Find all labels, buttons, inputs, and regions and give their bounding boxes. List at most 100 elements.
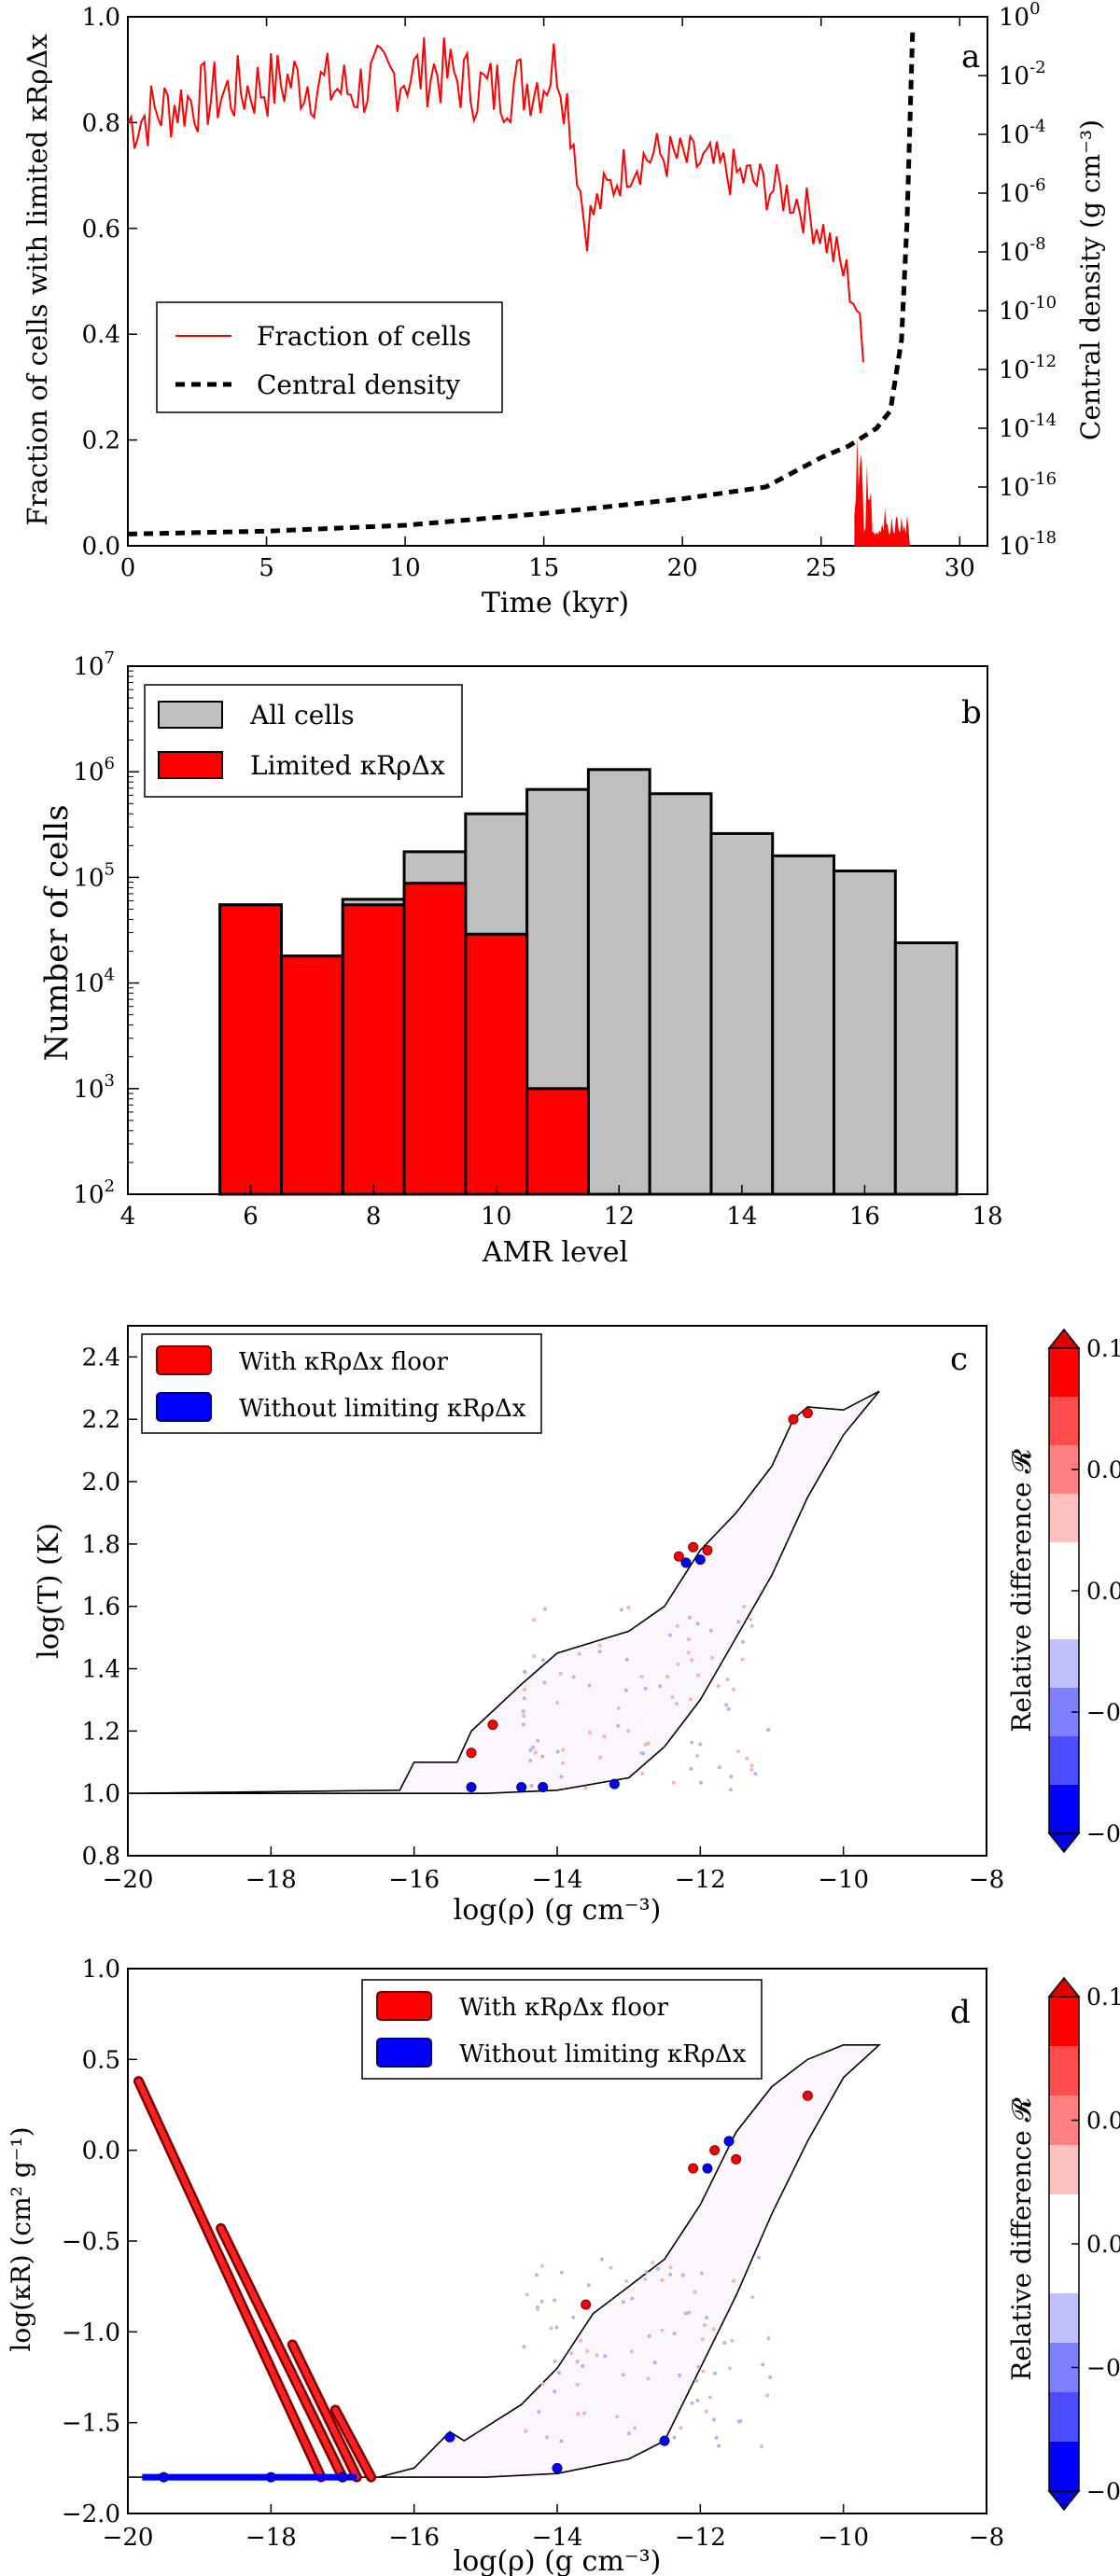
c-ytick-label: 2.2 (82, 1406, 120, 1434)
d-texture-point (633, 2426, 637, 2430)
d-texture-point (621, 2300, 625, 2304)
panel-a-ytick-right-label: 10-10 (999, 293, 1057, 326)
c-texture-point (716, 1684, 721, 1689)
panel-a: 0 5 10 15 20 25 30 0.0 0.2 0.4 0.6 0.8 1.0 100 10-2 10-… (21, 0, 1106, 620)
d-texture-point (630, 2296, 635, 2301)
panel-b-xtick-label: 8 (366, 1203, 382, 1231)
panel-d-colorbar-top-arrow (1047, 1976, 1081, 1998)
d-texture-point (559, 2439, 564, 2444)
c-texture-point (749, 1767, 754, 1772)
d-texture-point (557, 2371, 561, 2375)
c-texture-point (766, 1728, 771, 1733)
panel-a-ytick-right-label: 10-6 (999, 175, 1046, 208)
d-texture-point (599, 2257, 604, 2262)
panel-d-data-region (128, 2044, 882, 2478)
c-texture-point (559, 1775, 564, 1779)
bar-limited (464, 932, 529, 1196)
c-texture-point (641, 1751, 646, 1756)
c-xtick-label: −14 (532, 1866, 583, 1894)
d-texture-point (603, 2354, 608, 2359)
c-texture-point (643, 1742, 648, 1747)
panel-d: −20 −18 −16 −14 −12 −10 −8−2.0−1.5−1.0−0.50.00… (6, 1956, 1120, 2576)
c-texture-point (555, 1749, 560, 1754)
panel-c-colorbar-segment (1049, 1542, 1079, 1591)
c-texture-point (726, 1706, 731, 1711)
c-texture-point (708, 1628, 713, 1633)
panel-c-data-region (127, 1390, 880, 1794)
c-texture-point (528, 1759, 533, 1762)
d-point-nolimit (552, 2462, 563, 2473)
c-texture-point (749, 1763, 754, 1768)
c-texture-point (616, 1706, 621, 1710)
panel-b-xtick-label: 10 (481, 1203, 511, 1231)
d-texture-point (722, 2341, 727, 2346)
d-texture-point (522, 2345, 526, 2349)
panel-c-colorbar-tick-label: −0.05 (1086, 1699, 1120, 1726)
c-texture-point (528, 1748, 533, 1752)
d-xtick-label: −14 (532, 2524, 583, 2552)
c-texture-point (536, 1738, 540, 1743)
c-point-nolimit (680, 1557, 692, 1568)
c-point-floor (487, 1720, 498, 1731)
c-texture-point (639, 1675, 644, 1679)
c-texture-point (670, 1695, 675, 1700)
d-texture-point (761, 2362, 765, 2367)
c-texture-point (736, 1749, 740, 1754)
d-point-nolimit (702, 2163, 713, 2174)
d-texture-point (695, 2398, 700, 2402)
d-texture-point (678, 2374, 682, 2377)
d-texture-point (727, 2366, 732, 2371)
c-texture-point (695, 1753, 700, 1758)
c-texture-point (710, 1655, 715, 1660)
panel-d-colorbar-segment (1049, 2046, 1079, 2096)
d-texture-point (693, 2290, 697, 2294)
c-texture-point (522, 1696, 526, 1701)
c-texture-point (690, 1740, 694, 1745)
panel-d-colorbar-segment (1049, 2145, 1079, 2194)
c-texture-point (521, 1709, 525, 1714)
c-xtick-label: −10 (818, 1866, 869, 1894)
panel-d-streak (135, 2078, 324, 2481)
panel-b: 4 6 8 10 12 14 16 18 102 103 104 105 106 107 b AMR le… (38, 648, 1003, 1269)
c-texture-point (540, 1658, 545, 1663)
c-texture-point (587, 1683, 592, 1688)
c-texture-point (731, 1687, 735, 1692)
c-texture-point (688, 1697, 693, 1702)
d-texture-point (615, 2415, 620, 2419)
d-texture-point (626, 2431, 631, 2436)
panel-d-legend-swatch-nolimit (376, 2038, 432, 2068)
c-texture-point (667, 1633, 672, 1637)
c-texture-point (626, 1606, 631, 1609)
d-texture-point (683, 2311, 688, 2316)
c-texture-point (740, 1657, 745, 1662)
c-texture-point (532, 1618, 537, 1622)
panel-a-xtick-label: 15 (528, 554, 559, 582)
d-ytick-label: 1.0 (82, 1956, 120, 1984)
c-xtick-label: −12 (675, 1866, 726, 1894)
d-texture-point (668, 2265, 673, 2270)
d-texture-point (629, 2349, 634, 2354)
c-texture-point (529, 1784, 534, 1788)
c-ytick-label: 1.0 (82, 1780, 120, 1808)
panel-d-ticks: −20 −18 −16 −14 −12 −10 −8 −2.0 −1.5 −1.0 −0.5 0.0 0… (62, 1956, 1004, 2552)
c-xtick-label: −8 (969, 1866, 1004, 1894)
d-texture-point (585, 2349, 590, 2353)
c-texture-point (643, 1686, 648, 1691)
panel-c-colorbar: 0.10 0.05 0.00 −0.05 −0.10 (1047, 1328, 1120, 1854)
d-texture-point (575, 2382, 580, 2387)
panel-b-ytick-label: 107 (73, 648, 115, 681)
d-texture-point (730, 2338, 735, 2343)
d-texture-point (704, 2409, 708, 2414)
d-point-floor (709, 2145, 721, 2156)
d-texture-point (554, 2325, 559, 2330)
c-texture-point (521, 1722, 525, 1727)
c-texture-point (689, 1766, 693, 1771)
panel-c-legend-swatch-nolimit (156, 1392, 212, 1422)
panel-d-ylabel: log(κR) (cm² g⁻¹) (6, 2126, 36, 2351)
d-texture-point (680, 2273, 685, 2277)
d-point-floor (731, 2153, 742, 2165)
d-ytick-label: 0.0 (82, 2137, 120, 2165)
panel-c-colorbar-bottom-arrow (1047, 1832, 1081, 1854)
c-ytick-label: 1.4 (82, 1656, 120, 1684)
